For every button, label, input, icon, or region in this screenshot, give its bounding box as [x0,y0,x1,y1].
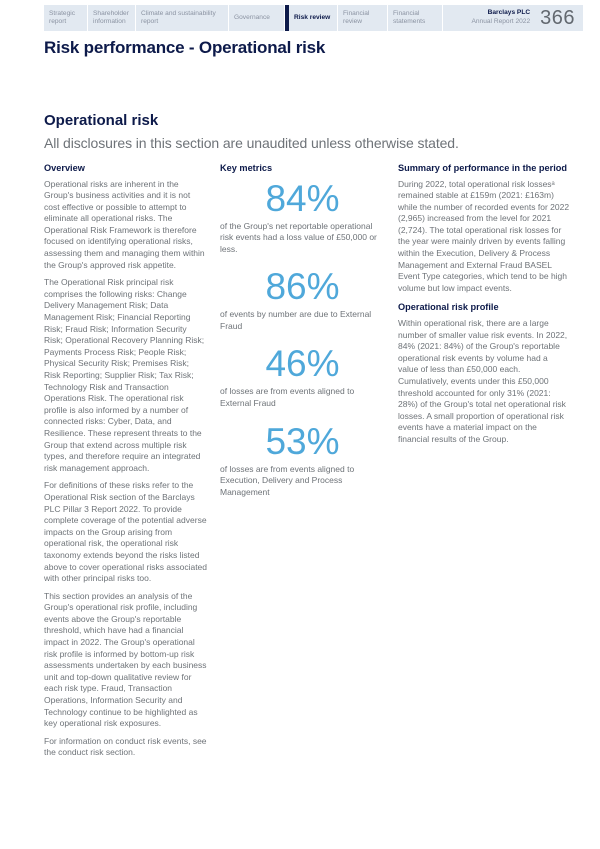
metric-block: 53% of losses are from events aligned to… [220,420,385,499]
nav-tab-governance[interactable]: Governance [229,5,285,31]
overview-heading: Overview [44,163,85,173]
overview-column: Overview Operational risks are inherent … [44,163,207,765]
metric-value: 84% [265,177,340,219]
content-columns: Overview Operational risks are inherent … [44,163,570,765]
nav-tab-shareholder-information[interactable]: Shareholder information [88,5,136,31]
overview-paragraph: For information on conduct risk events, … [44,735,207,758]
metric-block: 84% of the Group's net reportable operat… [220,177,385,256]
brand-block: Barclays PLC Annual Report 2022 [471,5,540,31]
nav-tab-financial-statements[interactable]: Financial statements [388,5,443,31]
section-subtitle: All disclosures in this section are unau… [44,135,459,151]
operational-risk-profile-heading: Operational risk profile [398,302,499,313]
nav-tab-financial-review[interactable]: Financial review [338,5,388,31]
page-number: 366 [540,6,575,29]
key-metrics-heading: Key metrics [220,163,273,173]
metric-caption: of losses are from events aligned to Ext… [220,386,355,409]
nav-tab-label: Financial statements [393,9,426,25]
metric-caption: of the Group's net reportable operationa… [220,220,377,254]
operational-risk-profile-paragraph: Within operational risk, there are a lar… [398,318,568,444]
overview-paragraph: For definitions of these risks refer to … [44,480,208,584]
metric-value: 46% [265,343,340,385]
nav-tab-label: Governance [234,13,270,21]
summary-heading: Summary of performance in the period [398,163,567,173]
nav-tab-risk-review[interactable]: Risk review [285,5,338,31]
nav-tab-label: Risk review [294,13,331,21]
metric-caption: of events by number are due to External … [220,309,372,331]
nav-tab-strategic-report[interactable]: Strategic report [44,5,88,31]
brand-name: Barclays PLC [487,9,531,17]
key-metrics-column: Key metrics 84% of the Group's net repor… [220,163,385,765]
page-title: Risk performance - Operational risk [44,38,326,57]
metric-value: 53% [265,420,340,462]
summary-column: Summary of performance in the period Dur… [398,163,570,765]
overview-paragraph: The Operational Risk principal risk comp… [44,277,205,473]
nav-spacer [443,5,471,31]
overview-paragraph: This section provides an analysis of the… [44,590,207,729]
metric-block: 86% of events by number are due to Exter… [220,267,385,332]
summary-paragraph: During 2022, total operational risk loss… [398,178,570,293]
section-heading: Operational risk [44,112,159,129]
overview-paragraph: Operational risks are inherent in the Gr… [44,178,205,270]
nav-tab-label: Climate and sustainability report [141,9,216,25]
nav-tab-label: Shareholder information [93,9,129,25]
metric-block: 46% of losses are from events aligned to… [220,344,385,409]
nav-tab-climate-sustainability-report[interactable]: Climate and sustainability report [136,5,229,31]
metric-value: 86% [265,266,340,308]
top-nav-bar: Strategic report Shareholder information… [44,5,583,31]
nav-tab-label: Strategic report [49,9,76,25]
brand-report-title: Annual Report 2022 [471,18,531,25]
metric-caption: of losses are from events aligned to Exe… [220,463,355,497]
nav-tab-label: Financial review [343,9,370,25]
